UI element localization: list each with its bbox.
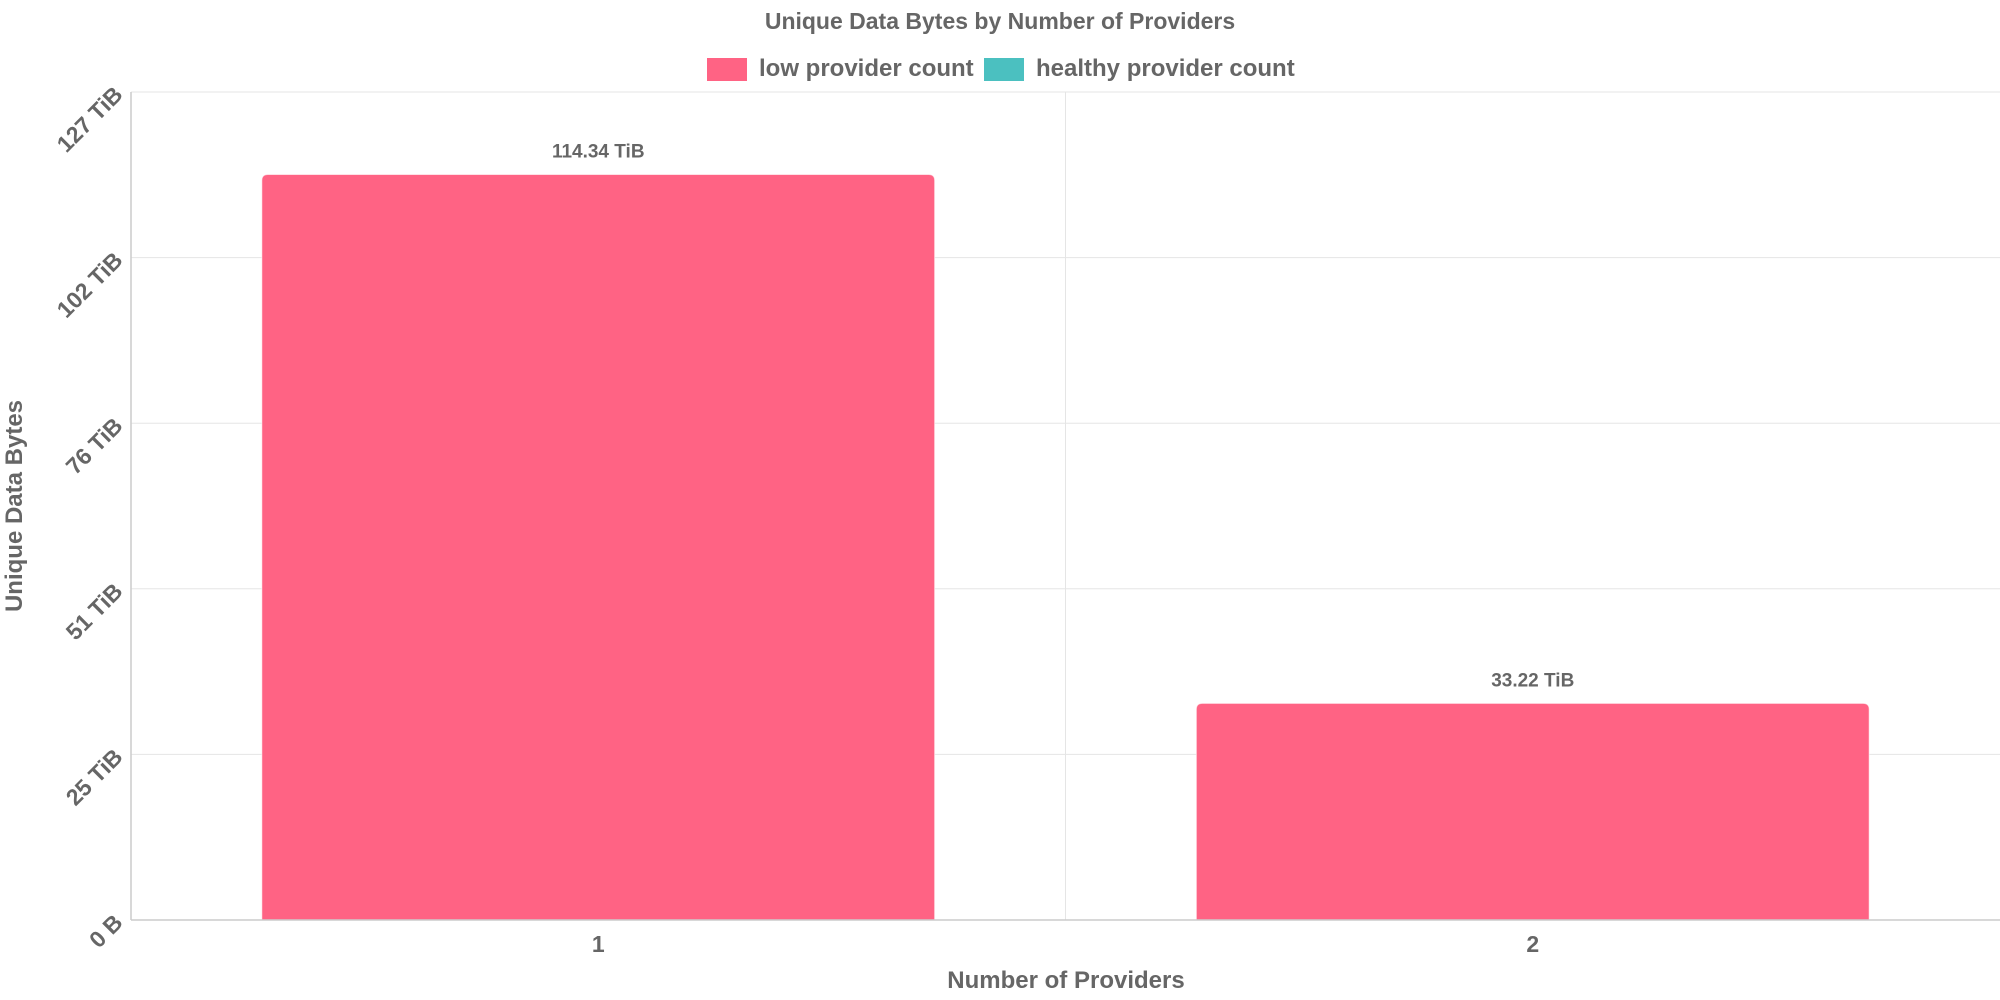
y-axis-ticks: 0 B 25 TiB 51 TiB 76 TiB 102 TiB 127 TiB (52, 81, 128, 953)
y-tick-label: 25 TiB (61, 744, 128, 811)
bar-1[interactable] (261, 174, 936, 921)
data-labels: 114.34 TiB 33.22 TiB (552, 142, 1574, 692)
axes (130, 92, 2000, 921)
legend-swatch-2[interactable] (984, 58, 1024, 81)
y-tick-label: 127 TiB (52, 81, 128, 157)
bar-value-label-1: 114.34 TiB (552, 142, 645, 163)
y-tick-label: 51 TiB (61, 578, 128, 645)
bar-value-label-2: 33.22 TiB (1491, 670, 1574, 691)
legend: low provider count healthy provider count (707, 55, 1295, 82)
legend-swatch-1[interactable] (707, 58, 747, 81)
x-tick-label: 1 (592, 931, 605, 957)
bars (261, 174, 1870, 921)
legend-label-2[interactable]: healthy provider count (1036, 55, 1295, 82)
x-tick-label: 2 (1526, 931, 1539, 957)
y-axis-title: Unique Data Bytes (1, 400, 28, 612)
y-tick-label: 0 B (84, 909, 128, 953)
legend-label-1[interactable]: low provider count (759, 55, 974, 82)
bar-2[interactable] (1195, 702, 1870, 921)
y-tick-label: 76 TiB (61, 412, 128, 479)
x-axis-title: Number of Providers (947, 967, 1184, 994)
chart-title: Unique Data Bytes by Number of Providers (765, 8, 1235, 34)
y-tick-label: 102 TiB (52, 247, 128, 323)
